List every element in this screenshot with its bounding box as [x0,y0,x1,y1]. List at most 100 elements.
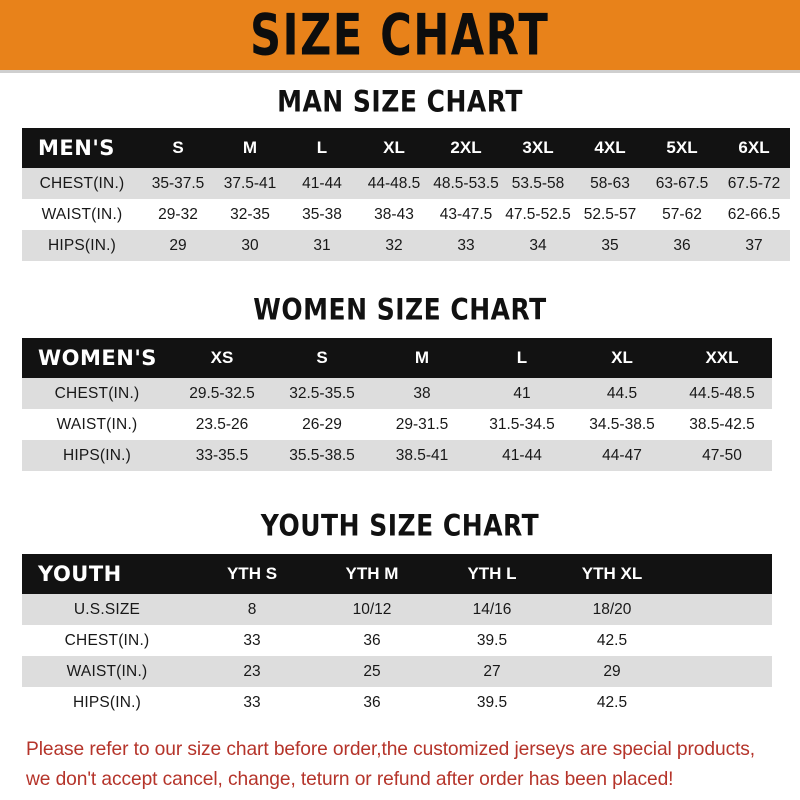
measurement-value: 52.5-57 [583,205,637,223]
measurement-label: HIPS(IN.) [72,693,142,711]
table-header-row: YOUTH YTH S YTH M YTH L YTH XL [22,554,772,594]
size-column-header: S [316,348,328,367]
measurement-value: 23.5-26 [195,415,249,433]
measurement-value: 32.5-35.5 [289,384,355,402]
size-column-header: XXL [705,348,739,367]
measurement-value: 23 [243,662,261,680]
measurement-value: 36 [363,693,381,711]
measurement-label: U.S.SIZE [73,600,141,618]
measurement-label: WAIST(IN.) [66,662,148,680]
measurement-value: 33 [243,631,261,649]
measurement-value: 38-43 [374,205,414,223]
size-column-header: YTH M [345,564,399,583]
table-header-row: MEN'S S M L XL 2XL 3XL 4XL 5XL 6XL [22,128,790,168]
size-column-header: 6XL [738,138,770,157]
measurement-value: 35 [601,236,619,254]
measurement-value: 37 [745,236,763,254]
measurement-value: 41 [513,384,531,402]
measurement-value: 34.5-38.5 [589,415,655,433]
header-spacer-cell [672,554,772,594]
table-corner-label: YOUTH [38,562,122,586]
measurement-value: 41-44 [302,174,342,192]
section-women: WOMEN SIZE CHART WOMEN'S XS S M L XL XXL CHEST(I… [0,277,800,489]
size-column-header: YTH XL [581,564,643,583]
size-column-header: 2XL [450,138,482,157]
measurement-label: HIPS(IN.) [62,446,132,464]
measurement-label: CHEST(IN.) [54,384,140,402]
size-column-header: L [516,348,528,367]
table-row: WAIST(IN.) 23 25 27 29 [22,656,772,687]
size-table-youth: YOUTH YTH S YTH M YTH L YTH XL U.S.SIZE 8 10/12… [22,554,772,718]
measurement-value: 42.5 [596,693,628,711]
measurement-label: CHEST(IN.) [39,174,125,192]
row-spacer-cell [672,687,772,718]
measurement-value: 38.5-41 [395,446,449,464]
table-row: HIPS(IN.) 33-35.5 35.5-38.5 38.5-41 41-44 44-… [22,440,772,471]
page-banner: SIZE CHART [0,0,800,70]
measurement-value: 33-35.5 [195,446,249,464]
measurement-value: 37.5-41 [223,174,277,192]
measurement-value: 10/12 [352,600,392,618]
size-column-header: 3XL [522,138,554,157]
measurement-value: 47-50 [702,446,742,464]
table-corner-label: WOMEN'S [38,346,157,370]
size-column-header: 5XL [666,138,698,157]
disclaimer-note: Please refer to our size chart before or… [0,734,800,794]
measurement-value: 32-35 [230,205,270,223]
measurement-value: 30 [241,236,259,254]
measurement-value: 48.5-53.5 [433,174,499,192]
measurement-value: 58-63 [590,174,630,192]
size-column-header: S [172,138,184,157]
measurement-value: 47.5-52.5 [505,205,571,223]
section-title-man: MAN SIZE CHART [277,84,523,119]
measurement-label: HIPS(IN.) [47,236,117,254]
measurement-label: CHEST(IN.) [64,631,150,649]
size-column-header: L [316,138,328,157]
measurement-value: 44.5-48.5 [689,384,755,402]
measurement-value: 29-31.5 [395,415,449,433]
measurement-value: 44-48.5 [367,174,421,192]
table-header-row: WOMEN'S XS S M L XL XXL [22,338,772,378]
table-row: CHEST(IN.) 29.5-32.5 32.5-35.5 38 41 44.5 44.5… [22,378,772,409]
size-column-header: XS [210,348,234,367]
measurement-value: 29 [603,662,621,680]
banner-divider [0,70,800,73]
table-row: WAIST(IN.) 29-32 32-35 35-38 38-43 43-47.5 47.… [22,199,790,230]
measurement-value: 63-67.5 [655,174,709,192]
measurement-value: 31 [313,236,331,254]
disclaimer-line-1: Please refer to our size chart before or… [26,738,756,760]
table-row: U.S.SIZE 8 10/12 14/16 18/20 [22,594,772,625]
measurement-value: 36 [363,631,381,649]
measurement-value: 18/20 [592,600,632,618]
measurement-value: 67.5-72 [727,174,781,192]
measurement-value: 53.5-58 [511,174,565,192]
measurement-value: 39.5 [476,693,508,711]
size-table-women: WOMEN'S XS S M L XL XXL CHEST(IN.) 29.5-32.5 32.5… [22,338,772,471]
measurement-value: 44-47 [602,446,642,464]
measurement-value: 35.5-38.5 [289,446,355,464]
size-column-header: XL [611,348,633,367]
size-column-header: YTH S [226,564,278,583]
measurement-value: 14/16 [472,600,512,618]
measurement-value: 29-32 [158,205,198,223]
section-title-women: WOMEN SIZE CHART [253,292,547,327]
size-table-man: MEN'S S M L XL 2XL 3XL 4XL 5XL 6XL CHEST(IN.) 35-37… [22,128,790,261]
size-column-header: 4XL [594,138,626,157]
size-sections: MAN SIZE CHART MEN'S S M L XL 2XL 3XL 4XL 5XL 6XL C… [0,73,800,734]
measurement-value: 35-37.5 [151,174,205,192]
section-title-youth: YOUTH SIZE CHART [260,508,540,543]
measurement-value: 42.5 [596,631,628,649]
measurement-value: 44.5 [606,384,638,402]
measurement-value: 33 [243,693,261,711]
measurement-value: 8 [247,600,257,618]
measurement-value: 32 [385,236,403,254]
size-column-header: M [414,348,430,367]
page-title: SIZE CHART [250,1,550,69]
table-row: WAIST(IN.) 23.5-26 26-29 29-31.5 31.5-34.5 34… [22,409,772,440]
measurement-value: 38 [413,384,431,402]
measurement-label: WAIST(IN.) [56,415,138,433]
measurement-value: 29.5-32.5 [189,384,255,402]
size-column-header: YTH L [467,564,517,583]
table-corner-label: MEN'S [38,136,115,160]
